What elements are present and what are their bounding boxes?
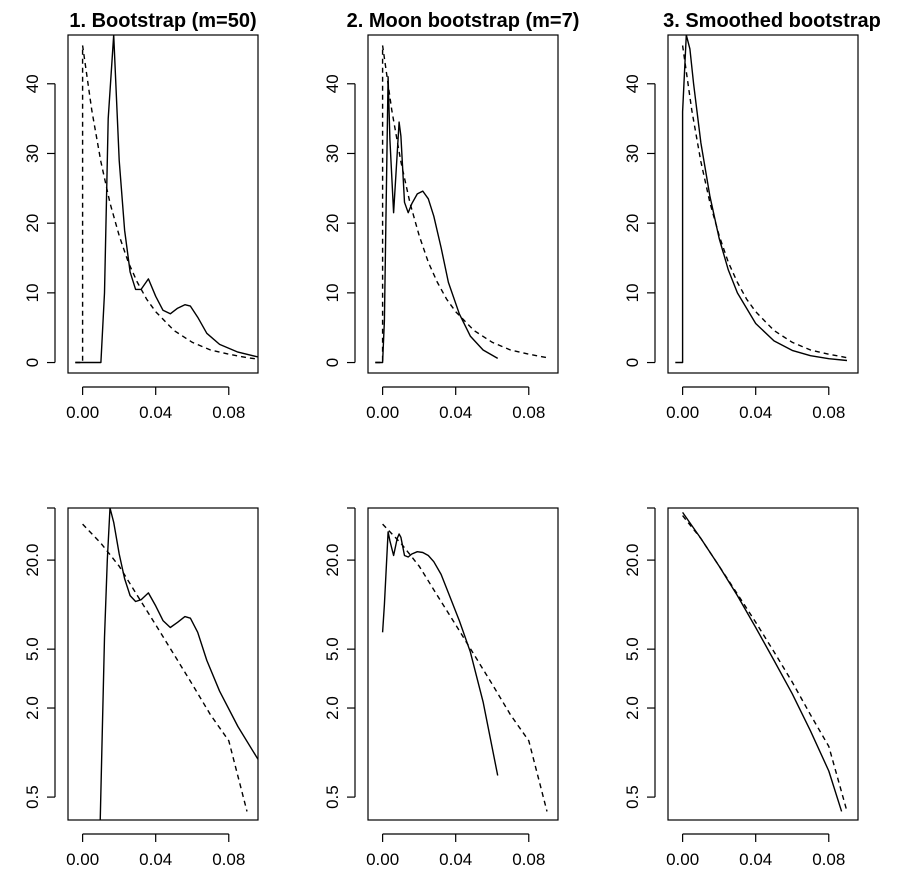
y-tick-label: 20.0 (623, 544, 642, 577)
panel-p6: 0.00 0.04 0.08 0.5 2.0 5.0 20.0 (623, 507, 859, 869)
y-tick-label: 2.0 (23, 696, 42, 720)
panel-title: 3. Smoothed bootstrap (663, 10, 881, 32)
series-group (381, 523, 548, 812)
dashed-series-line (375, 45, 548, 364)
solid-series-line (675, 35, 848, 364)
y-tick-label: 0.5 (623, 785, 642, 809)
y-tick-label: 40 (23, 74, 42, 93)
x-tick-label: 0.04 (439, 850, 472, 869)
series-group (682, 511, 848, 812)
panel-p2: 2. Moon bootstrap (m=7) 0.00 0.04 0.08 0 10 20… (323, 10, 579, 422)
plot-frame (367, 34, 559, 374)
x-tick-label: 0.00 (666, 850, 699, 869)
series-group (375, 45, 548, 364)
y-tick-label: 0 (23, 358, 42, 367)
y-axis: 0.5 2.0 5.0 20.0 (623, 507, 656, 809)
series-group (675, 35, 848, 364)
y-tick-label: 40 (623, 74, 642, 93)
y-axis: 0 10 20 30 40 (323, 74, 356, 367)
y-tick-label: 20.0 (23, 544, 42, 577)
y-tick-label: 20 (323, 214, 342, 233)
y-axis: 0.5 2.0 5.0 20.0 (323, 507, 356, 809)
y-axis: 0 10 20 30 40 (623, 74, 656, 367)
y-tick-label: 10 (623, 283, 642, 302)
series-group (82, 508, 258, 820)
plot-frame (67, 507, 259, 821)
panel-title: 1. Bootstrap (m=50) (69, 10, 256, 32)
panel-p5: 0.00 0.04 0.08 0.5 2.0 5.0 20.0 (323, 507, 559, 869)
dashed-series-line (75, 45, 258, 364)
x-axis: 0.00 0.04 0.08 (666, 386, 845, 422)
plot-frame (67, 34, 259, 374)
y-tick-label: 5.0 (623, 637, 642, 661)
x-tick-label: 0.08 (212, 850, 245, 869)
y-tick-label: 0.5 (323, 785, 342, 809)
y-tick-label: 30 (623, 144, 642, 163)
x-tick-label: 0.04 (739, 850, 772, 869)
y-tick-label: 30 (23, 144, 42, 163)
x-axis: 0.00 0.04 0.08 (66, 386, 245, 422)
x-tick-label: 0.04 (439, 403, 472, 422)
y-tick-label: 5.0 (323, 637, 342, 661)
y-tick-label: 20.0 (323, 544, 342, 577)
x-tick-label: 0.08 (512, 403, 545, 422)
solid-series-line (381, 531, 499, 776)
y-tick-label: 20 (23, 214, 42, 233)
x-tick-label: 0.08 (512, 850, 545, 869)
solid-series-line (682, 511, 843, 812)
dashed-series-line (82, 523, 248, 812)
solid-series-line (75, 35, 258, 364)
solid-series-line (375, 76, 499, 364)
panel-p4: 0.00 0.04 0.08 0.5 2.0 5.0 20.0 (23, 507, 259, 869)
plot-frame (667, 507, 859, 821)
x-axis: 0.00 0.04 0.08 (666, 833, 845, 869)
x-axis: 0.00 0.04 0.08 (366, 833, 545, 869)
y-tick-label: 2.0 (623, 696, 642, 720)
x-tick-label: 0.08 (212, 403, 245, 422)
x-axis: 0.00 0.04 0.08 (366, 386, 545, 422)
x-tick-label: 0.00 (66, 403, 99, 422)
y-tick-label: 30 (323, 144, 342, 163)
dashed-series-line (682, 515, 848, 812)
y-tick-label: 5.0 (23, 637, 42, 661)
x-tick-label: 0.00 (366, 403, 399, 422)
x-tick-label: 0.00 (666, 403, 699, 422)
y-tick-label: 40 (323, 74, 342, 93)
y-axis: 0 10 20 30 40 (23, 74, 56, 367)
y-tick-label: 20 (623, 214, 642, 233)
panel-p1: 1. Bootstrap (m=50) 0.00 0.04 0.08 0 10 20 30 40 (23, 10, 259, 422)
y-tick-label: 0 (623, 358, 642, 367)
y-tick-label: 10 (23, 283, 42, 302)
x-tick-label: 0.00 (366, 850, 399, 869)
x-tick-label: 0.04 (139, 403, 172, 422)
panel-p3: 3. Smoothed bootstrap 0.00 0.04 0.08 0 10 20 30… (623, 10, 881, 422)
x-tick-label: 0.08 (812, 403, 845, 422)
dashed-series-line (382, 523, 548, 812)
solid-series-line (99, 508, 258, 820)
plot-frame (367, 507, 559, 821)
x-tick-label: 0.04 (139, 850, 172, 869)
x-tick-label: 0.04 (739, 403, 772, 422)
y-tick-label: 2.0 (323, 696, 342, 720)
y-tick-label: 0 (323, 358, 342, 367)
dashed-series-line (681, 45, 848, 359)
panel-title: 2. Moon bootstrap (m=7) (347, 10, 580, 32)
series-group (75, 35, 258, 364)
plot-frame (667, 34, 859, 374)
x-tick-label: 0.08 (812, 850, 845, 869)
y-tick-label: 10 (323, 283, 342, 302)
x-axis: 0.00 0.04 0.08 (66, 833, 245, 869)
y-axis: 0.5 2.0 5.0 20.0 (23, 507, 56, 809)
x-tick-label: 0.00 (66, 850, 99, 869)
y-tick-label: 0.5 (23, 785, 42, 809)
